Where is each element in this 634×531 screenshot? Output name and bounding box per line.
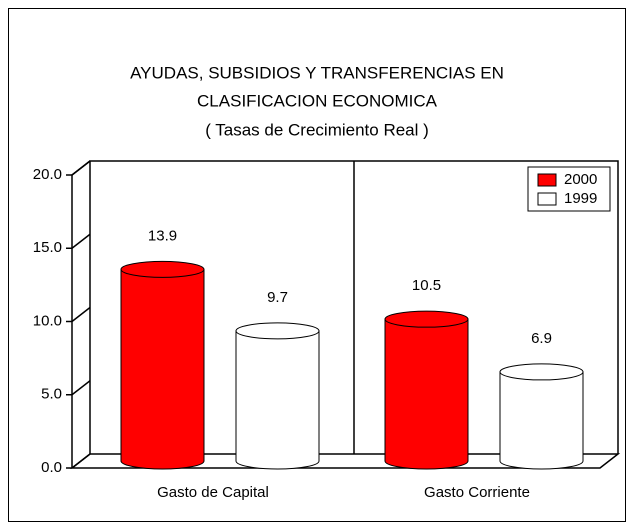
cylinder [120,260,205,470]
cylinder [384,310,469,470]
legend-swatch [537,192,557,206]
cylinder [235,322,320,470]
legend-label: 1999 [564,190,597,207]
data-label: 6.9 [531,330,552,347]
y-tick-label: 10.0 [33,312,62,329]
chart-title: AYUDAS, SUBSIDIOS Y TRANSFERENCIAS EN [130,63,504,82]
data-label: 9.7 [267,289,288,306]
data-label: 13.9 [148,227,177,244]
cylinder-body [120,268,205,470]
y-tick-label: 15.0 [33,239,62,256]
y-tick-label: 20.0 [33,166,62,183]
y-tick-depth [71,380,91,396]
cylinder-top [120,260,205,278]
y-tick-label: 5.0 [41,386,62,403]
x-tick-label: Gasto Corriente [424,484,530,501]
x-tick-label: Gasto de Capital [157,484,269,501]
y-tick-depth [71,160,91,176]
cylinder [499,363,584,470]
cylinder-top [499,363,584,381]
y-tick-depth [71,453,91,469]
chart-title: CLASIFICACION ECONOMICA [197,91,438,110]
legend-swatch [537,173,557,187]
y-tick-depth [71,233,91,249]
y-tick-label: 0.0 [41,459,62,476]
cylinder-body [235,330,320,470]
cylinder-top [235,322,320,340]
cylinder-body [384,318,469,470]
cylinder-top [384,310,469,328]
cylinder-body [499,371,584,470]
y-tick-depth [71,306,91,323]
data-label: 10.5 [412,277,441,294]
chart-subtitle: ( Tasas de Crecimiento Real ) [205,120,429,139]
legend-label: 2000 [564,171,597,188]
